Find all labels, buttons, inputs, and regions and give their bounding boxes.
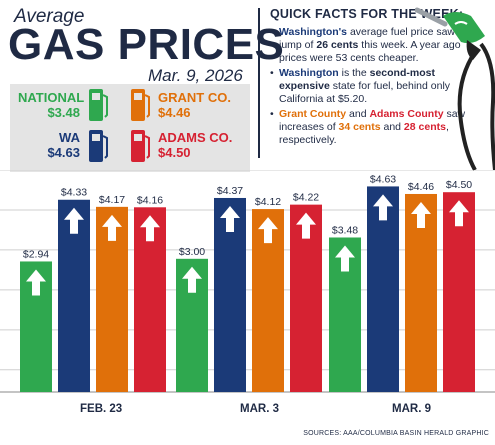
- data-label-grant-1: $4.12: [255, 196, 281, 208]
- data-label-grant-0: $4.17: [99, 194, 125, 206]
- adams-price: ADAMS CO. $4.50: [158, 130, 232, 160]
- data-label-adams-0: $4.16: [137, 194, 163, 206]
- fact-1-washington: Washington's: [279, 26, 348, 38]
- up-arrow-icon: [64, 207, 84, 234]
- x-label-mar9: MAR. 9: [392, 403, 431, 415]
- fact-3-adams: Adams County: [369, 108, 444, 120]
- fact-2-text-a: is the: [338, 67, 370, 79]
- grant-price: GRANT CO. $4.46: [158, 90, 231, 120]
- fact-1-text-b: this week. A year ago prices were 53 cen…: [279, 39, 461, 64]
- up-arrow-icon: [296, 212, 316, 239]
- data-label-wa-0: $4.33: [61, 187, 87, 199]
- title-block: Average GAS PRICES Mar. 9, 2026: [8, 2, 284, 85]
- fact-3-and2: and: [380, 121, 404, 133]
- data-label-national-1: $3.00: [179, 246, 205, 258]
- x-label-mar3: MAR. 3: [240, 403, 279, 415]
- fact-2: Washington is the second-most expensive …: [270, 67, 480, 106]
- title-average: Average: [14, 6, 85, 27]
- fact-2-second-most: second-most expensive: [279, 67, 435, 92]
- gas-price-chart: $2.94 $4.33 $4.17 $4.16 $3.00 $4.37 $4.12 $4.22…: [0, 170, 495, 393]
- national-label: NATIONAL: [18, 90, 85, 105]
- adams-label: ADAMS CO.: [158, 130, 233, 145]
- gas-pump-icon-grant: [131, 89, 150, 121]
- up-arrow-icon: [26, 269, 46, 296]
- data-label-wa-1: $4.37: [217, 185, 243, 197]
- fuel-nozzle-icon: [415, 7, 495, 171]
- fact-2-text-b: state for fuel, behind only California a…: [279, 80, 451, 105]
- fact-2-washington: Washington: [279, 67, 339, 79]
- data-label-adams-1: $4.22: [293, 192, 319, 204]
- fact-3-grant: Grant County: [279, 108, 347, 120]
- national-value: $3.48: [47, 105, 80, 120]
- gas-pump-icon-national: [89, 89, 108, 121]
- grant-label: GRANT CO.: [158, 90, 231, 105]
- sources-credit: SOURCES: AAA/COLUMBIA BASIN HERALD GRAPH…: [303, 430, 489, 437]
- gas-pump-icon-wa: [89, 130, 108, 162]
- fact-3-c28: 28 cents: [403, 121, 446, 133]
- fact-3-and: and: [346, 108, 370, 120]
- adams-value: $4.50: [158, 145, 191, 160]
- header-divider: [258, 8, 260, 158]
- up-arrow-icon: [102, 214, 122, 241]
- price-summary-box: NATIONAL $3.48 GRANT CO. $4.46 WA $4.63 …: [10, 84, 250, 172]
- wa-value: $4.63: [47, 145, 80, 160]
- fact-3: Grant County and Adams County saw increa…: [270, 108, 480, 147]
- data-label-wa-2: $4.63: [370, 173, 396, 185]
- wa-label: WA: [59, 130, 80, 145]
- fact-1: Washington's average fuel price saw a ju…: [270, 26, 480, 65]
- up-arrow-icon: [140, 215, 160, 242]
- fact-3-c34: 34 cents: [338, 121, 381, 133]
- bar-wa-2: [367, 186, 399, 392]
- quick-facts: QUICK FACTS FOR THE WEEK: Washington's a…: [270, 7, 480, 149]
- data-label-grant-2: $4.46: [408, 181, 434, 193]
- gas-pump-icon-adams: [131, 130, 150, 162]
- data-label-national-0: $2.94: [23, 248, 49, 260]
- national-price: NATIONAL $3.48: [18, 90, 85, 120]
- up-arrow-icon: [335, 245, 355, 272]
- up-arrow-icon: [449, 200, 469, 227]
- fact-1-cents: 26 cents: [316, 39, 359, 51]
- grant-value: $4.46: [158, 105, 191, 120]
- page-title: GAS PRICES: [8, 20, 285, 69]
- up-arrow-icon: [258, 217, 278, 244]
- up-arrow-icon: [220, 205, 240, 232]
- wa-price: WA $4.63: [18, 130, 80, 160]
- title-date: Mar. 9, 2026: [148, 66, 243, 85]
- fact-1-text-a: average fuel price saw a jump of: [279, 26, 464, 51]
- up-arrow-icon: [411, 201, 431, 228]
- data-label-adams-2: $4.50: [446, 179, 472, 191]
- x-label-feb23: FEB. 23: [80, 403, 123, 415]
- up-arrow-icon: [182, 266, 202, 293]
- fact-3-text-b: , respectively.: [279, 121, 449, 146]
- up-arrow-icon: [373, 194, 393, 221]
- data-label-national-2: $3.48: [332, 224, 358, 236]
